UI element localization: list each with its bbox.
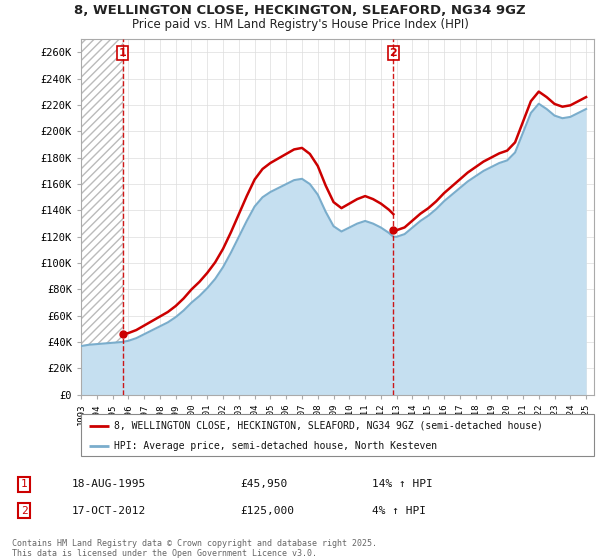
Text: 18-AUG-1995: 18-AUG-1995	[72, 479, 146, 489]
Text: 2: 2	[20, 506, 28, 516]
Text: 8, WELLINGTON CLOSE, HECKINGTON, SLEAFORD, NG34 9GZ: 8, WELLINGTON CLOSE, HECKINGTON, SLEAFOR…	[74, 4, 526, 17]
Text: HPI: Average price, semi-detached house, North Kesteven: HPI: Average price, semi-detached house,…	[115, 441, 437, 451]
Text: 1: 1	[20, 479, 28, 489]
Text: Contains HM Land Registry data © Crown copyright and database right 2025.
This d: Contains HM Land Registry data © Crown c…	[12, 539, 377, 558]
Text: 14% ↑ HPI: 14% ↑ HPI	[372, 479, 433, 489]
Text: 4% ↑ HPI: 4% ↑ HPI	[372, 506, 426, 516]
Text: Price paid vs. HM Land Registry's House Price Index (HPI): Price paid vs. HM Land Registry's House …	[131, 18, 469, 31]
Text: 2: 2	[389, 48, 397, 58]
Text: 1: 1	[119, 48, 127, 58]
Text: £45,950: £45,950	[240, 479, 287, 489]
Text: 17-OCT-2012: 17-OCT-2012	[72, 506, 146, 516]
Text: 8, WELLINGTON CLOSE, HECKINGTON, SLEAFORD, NG34 9GZ (semi-detached house): 8, WELLINGTON CLOSE, HECKINGTON, SLEAFOR…	[115, 421, 543, 431]
Text: £125,000: £125,000	[240, 506, 294, 516]
